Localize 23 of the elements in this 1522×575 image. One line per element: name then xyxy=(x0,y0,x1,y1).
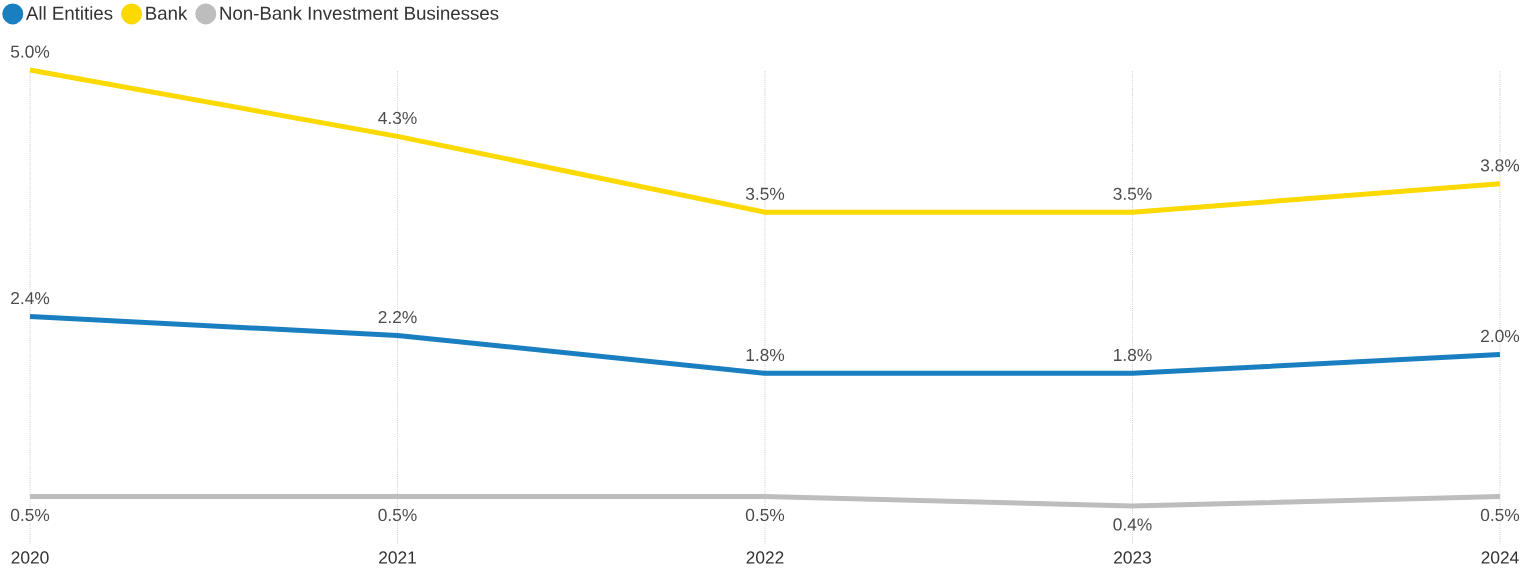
data-label: 0.5% xyxy=(1480,508,1520,522)
x-tick-label: 2021 xyxy=(379,551,416,564)
data-label: 1.8% xyxy=(746,348,785,362)
data-label: 0.4% xyxy=(1113,518,1152,531)
x-tick-label: 2023 xyxy=(1114,551,1151,564)
legend-label: Non-Bank Investment Businesses xyxy=(220,6,499,20)
data-label: 5.0% xyxy=(10,45,50,58)
x-tick-label: 2020 xyxy=(11,551,49,564)
data-label: 4.3% xyxy=(378,111,417,125)
data-label: 3.5% xyxy=(1113,187,1152,200)
data-label: 0.5% xyxy=(10,508,50,522)
legend-label: Bank xyxy=(146,6,188,20)
x-tick-label: 2022 xyxy=(746,551,784,564)
data-label: 0.5% xyxy=(745,508,785,522)
legend-label: All Entities xyxy=(25,6,113,20)
x-tick-label: 2024 xyxy=(1481,551,1519,564)
data-label: 1.8% xyxy=(1114,348,1152,362)
data-label: 3.5% xyxy=(745,187,785,200)
data-label: 2.2% xyxy=(378,310,417,324)
data-label: 0.5% xyxy=(378,508,417,522)
data-label: 2.0% xyxy=(1481,329,1520,343)
data-label: 3.8% xyxy=(1480,159,1520,172)
data-label: 2.4% xyxy=(11,291,50,305)
